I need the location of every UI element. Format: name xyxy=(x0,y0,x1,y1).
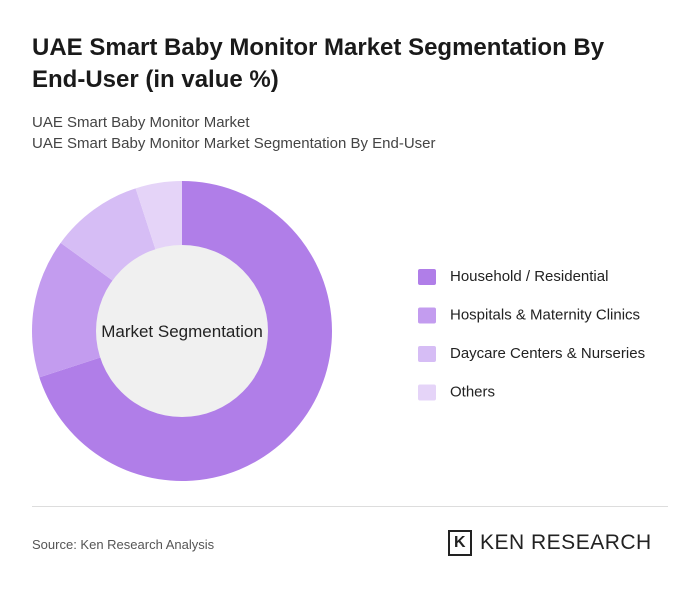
legend-label: Daycare Centers & Nurseries xyxy=(450,345,645,362)
legend-label: Household / Residential xyxy=(450,268,608,285)
chart-title: UAE Smart Baby Monitor Market Segmentati… xyxy=(32,34,605,93)
source: Source: Ken Research Analysis xyxy=(32,537,215,552)
legend-swatch xyxy=(418,269,436,285)
legend-swatch xyxy=(418,384,436,401)
logo: K KEN RESEARCH xyxy=(448,530,652,556)
logo-icon: K xyxy=(448,530,472,556)
legend-label: Others xyxy=(450,384,495,401)
divider xyxy=(32,506,668,507)
logo-text: KEN RESEARCH xyxy=(480,531,652,554)
legend-swatch xyxy=(418,346,436,362)
legend-swatch xyxy=(418,307,436,324)
subtitle: UAE Smart Baby Monitor Market Segmentati… xyxy=(32,135,436,152)
subtitle: UAE Smart Baby Monitor Market xyxy=(32,114,250,131)
center-label: Market Segmentation xyxy=(101,322,263,341)
donut-hole xyxy=(96,245,268,417)
legend-label: Hospitals & Maternity Clinics xyxy=(450,307,640,324)
